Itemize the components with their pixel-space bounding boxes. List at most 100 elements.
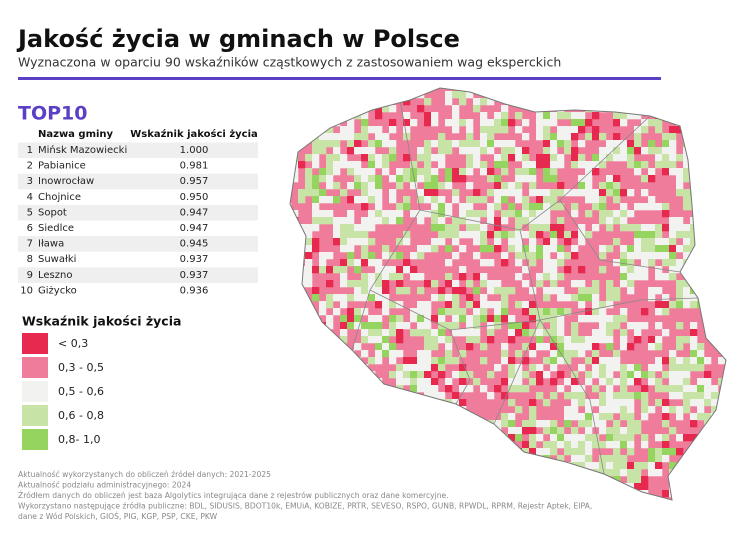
municipality-cell — [592, 504, 599, 511]
municipality-cell — [585, 308, 593, 316]
municipality-cell — [669, 266, 677, 274]
municipality-cell — [326, 322, 334, 330]
municipality-cell — [326, 168, 334, 176]
municipality-cell — [368, 161, 376, 169]
municipality-cell — [319, 441, 327, 449]
municipality-cell — [718, 280, 726, 288]
municipality-cell — [557, 259, 565, 267]
municipality-cell — [389, 483, 397, 491]
municipality-cell — [725, 343, 726, 351]
municipality-cell — [368, 392, 376, 400]
municipality-cell — [417, 483, 425, 491]
municipality-cell — [480, 273, 488, 281]
municipality-cell — [494, 231, 502, 239]
municipality-cell — [690, 161, 698, 169]
municipality-cell — [669, 245, 677, 253]
municipality-cell — [690, 238, 698, 246]
municipality-cell — [466, 147, 474, 155]
municipality-cell — [466, 385, 474, 393]
municipality-cell — [319, 266, 327, 274]
municipality-cell — [704, 497, 712, 500]
municipality-cell — [669, 273, 677, 281]
municipality-cell — [606, 154, 614, 162]
municipality-cell — [585, 371, 593, 379]
municipality-cell — [291, 406, 299, 414]
municipality-cell — [662, 210, 670, 218]
municipality-cell — [571, 294, 579, 302]
municipality-cell — [424, 413, 432, 421]
municipality-cell — [557, 427, 565, 435]
municipality-cell — [725, 462, 726, 470]
municipality-cell — [410, 168, 418, 176]
municipality-cell — [431, 168, 439, 176]
municipality-cell — [641, 476, 649, 484]
municipality-cell — [571, 88, 579, 92]
municipality-cell — [347, 252, 355, 260]
municipality-cell — [445, 343, 453, 351]
municipality-cell — [529, 329, 537, 337]
municipality-cell — [725, 154, 726, 162]
municipality-cell — [382, 161, 390, 169]
municipality-cell — [312, 441, 320, 449]
municipality-cell — [403, 266, 411, 274]
municipality-cell — [403, 455, 411, 463]
municipality-cell — [627, 140, 635, 148]
municipality-cell — [403, 371, 411, 379]
municipality-cell — [354, 168, 362, 176]
municipality-cell — [333, 88, 341, 92]
municipality-cell — [417, 175, 425, 183]
municipality-cell — [410, 175, 418, 183]
municipality-cell — [375, 182, 383, 190]
municipality-cell — [550, 462, 558, 470]
municipality-cell — [361, 280, 369, 288]
municipality-cell — [368, 168, 376, 176]
municipality-cell — [431, 476, 439, 484]
municipality-cell — [473, 483, 481, 491]
municipality-cell — [543, 287, 551, 295]
municipality-cell — [697, 154, 705, 162]
municipality-cell — [690, 469, 698, 477]
municipality-cell — [361, 434, 369, 442]
municipality-cell — [536, 88, 544, 92]
municipality-cell — [319, 343, 327, 351]
municipality-cell — [445, 378, 453, 386]
municipality-cell — [333, 413, 341, 421]
municipality-cell — [361, 154, 369, 162]
municipality-cell — [494, 189, 502, 197]
municipality-cell — [725, 385, 726, 393]
municipality-cell — [641, 259, 649, 267]
municipality-cell — [501, 105, 509, 113]
municipality-cell — [501, 308, 509, 316]
municipality-cell — [487, 189, 495, 197]
municipality-cell — [571, 133, 579, 141]
municipality-cell — [487, 455, 495, 463]
municipality-cell — [536, 336, 544, 344]
municipality-cell — [697, 364, 705, 372]
municipality-cell — [711, 504, 718, 511]
municipality-cell — [704, 266, 712, 274]
municipality-cell — [326, 301, 334, 309]
municipality-cell — [550, 434, 558, 442]
municipality-cell — [389, 273, 397, 281]
municipality-cell — [606, 287, 614, 295]
municipality-cell — [578, 462, 586, 470]
municipality-cell — [480, 434, 488, 442]
municipality-cell — [333, 448, 341, 456]
municipality-cell — [501, 294, 509, 302]
municipality-cell — [396, 168, 404, 176]
municipality-cell — [711, 497, 719, 500]
municipality-cell — [354, 238, 362, 246]
municipality-cell — [676, 392, 684, 400]
index-value: 0.945 — [180, 239, 209, 250]
municipality-cell — [368, 259, 376, 267]
municipality-cell — [466, 420, 474, 428]
municipality-cell — [508, 427, 516, 435]
municipality-cell — [340, 329, 348, 337]
municipality-cell — [711, 238, 719, 246]
municipality-cell — [291, 469, 299, 477]
municipality-cell — [438, 140, 446, 148]
municipality-cell — [333, 455, 341, 463]
municipality-cell — [396, 420, 404, 428]
municipality-cell — [676, 364, 684, 372]
rank: 3 — [27, 176, 33, 187]
